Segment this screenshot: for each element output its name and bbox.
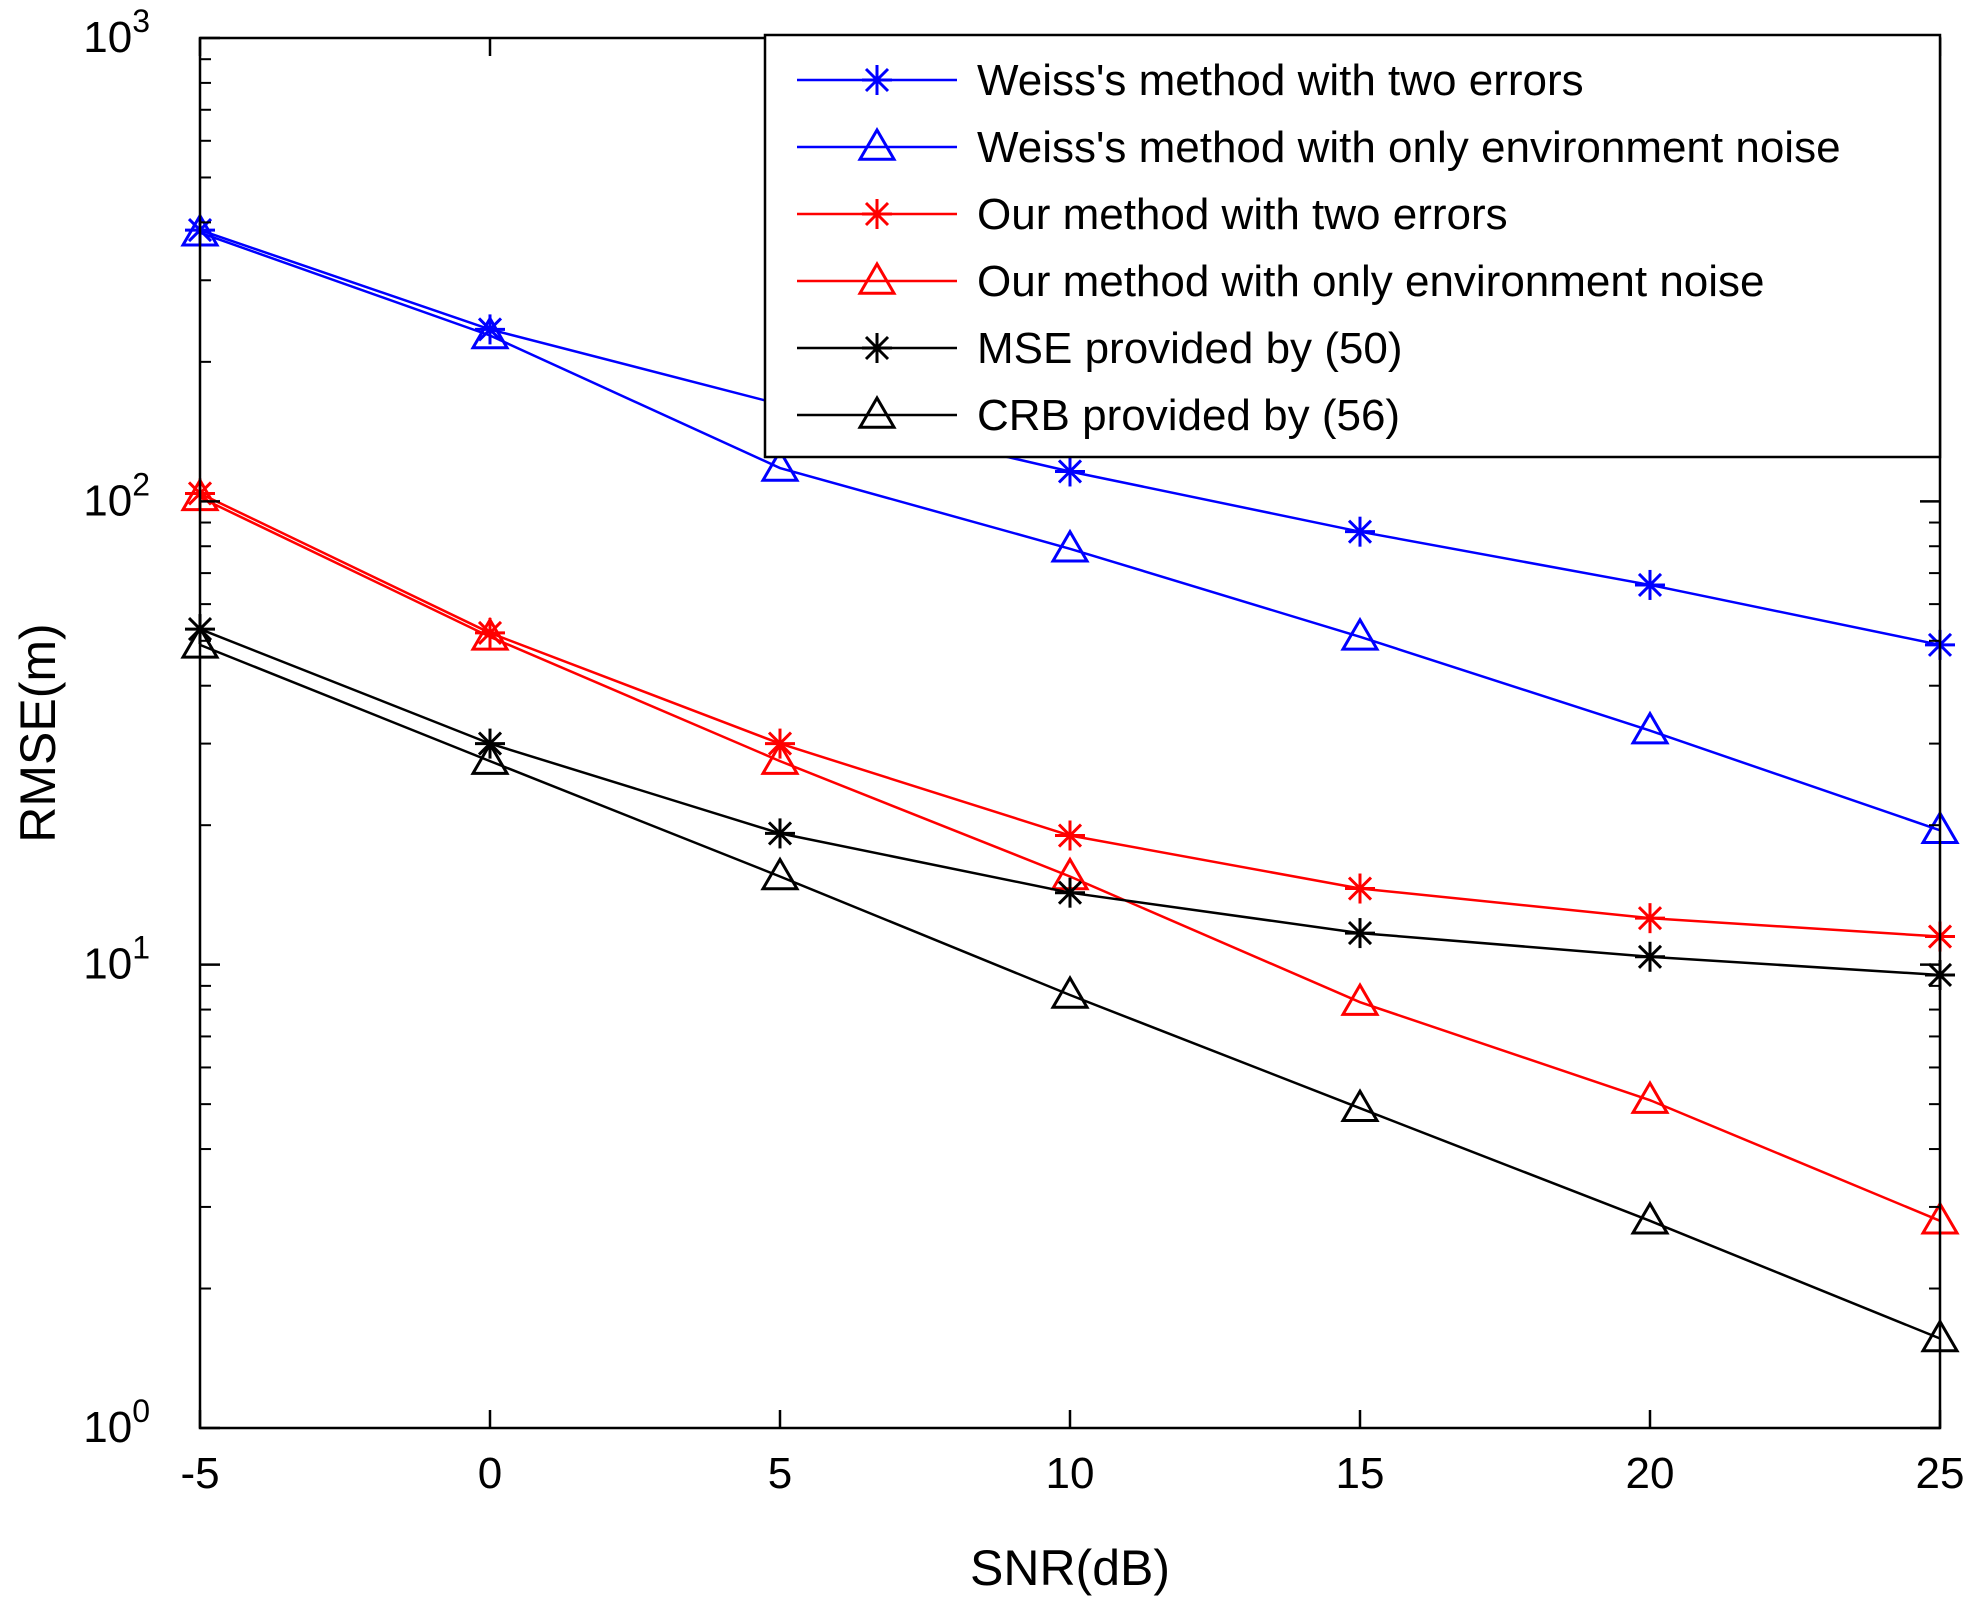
legend-marker — [862, 199, 892, 229]
data-point — [1340, 616, 1380, 651]
data-point — [470, 315, 510, 350]
legend-marker — [857, 127, 897, 161]
legend: Weiss's method with two errors Weiss's me… — [763, 33, 1942, 459]
data-point — [1635, 903, 1665, 934]
legend-item-4: Our method with only environment noise — [797, 257, 1765, 306]
x-axis-title: SNR(dB) — [970, 1540, 1170, 1596]
legend-item-6: CRB provided by (56) — [797, 391, 1400, 440]
data-point — [760, 856, 800, 891]
series-4 — [180, 477, 1960, 1235]
data-point — [1055, 820, 1085, 851]
legend-label: Our method with only environment noise — [977, 257, 1765, 306]
legend-marker — [857, 261, 897, 295]
y-tick-label: 103 — [83, 3, 150, 62]
legend-entries: Weiss's method with two errors Weiss's me… — [797, 56, 1841, 440]
legend-label: Weiss's method with only environment noi… — [977, 123, 1841, 172]
data-point — [470, 741, 510, 775]
y-tick-label: 100 — [83, 1393, 150, 1452]
data-point — [1050, 975, 1090, 1009]
data-point — [1635, 569, 1665, 600]
legend-marker — [862, 65, 892, 95]
legend-marker — [857, 395, 897, 429]
x-tick-label: 0 — [478, 1449, 502, 1498]
legend-label: Weiss's method with two errors — [977, 56, 1584, 105]
y-tick-label: 101 — [83, 930, 150, 989]
series-line — [199, 231, 1941, 832]
data-point — [470, 616, 510, 651]
data-point — [1345, 918, 1375, 949]
data-point — [1635, 941, 1665, 972]
tick-labels-layer: -5 0 5 10 15 20 25 100 101 102 103 — [83, 3, 1964, 1498]
x-tick-label: 25 — [1916, 1449, 1965, 1498]
x-tick-label: -5 — [180, 1449, 219, 1498]
y-axis-title: RMSE(m) — [10, 623, 66, 842]
legend-label: CRB provided by (56) — [977, 391, 1400, 440]
legend-marker — [862, 333, 892, 363]
data-point — [1340, 982, 1380, 1016]
x-tick-label: 5 — [768, 1449, 792, 1498]
data-point — [1345, 516, 1375, 547]
data-point — [760, 741, 800, 775]
data-point — [1055, 877, 1085, 908]
legend-label: Our method with two errors — [977, 190, 1508, 239]
data-point — [1630, 710, 1670, 745]
data-point — [765, 818, 795, 849]
legend-item-3: Our method with two errors — [797, 190, 1508, 239]
x-tick-label: 15 — [1336, 1449, 1385, 1498]
data-point — [760, 448, 800, 482]
legend-label: MSE provided by (50) — [977, 324, 1403, 373]
legend-box — [763, 33, 1942, 459]
data-point — [1630, 1080, 1670, 1114]
data-point — [1630, 1200, 1670, 1235]
x-tick-label: 20 — [1626, 1449, 1675, 1498]
legend-item-1: Weiss's method with two errors — [797, 56, 1584, 105]
y-tick-label: 102 — [83, 466, 150, 525]
data-point — [1340, 1088, 1380, 1122]
legend-item-2: Weiss's method with only environment noi… — [797, 123, 1841, 172]
series-6 — [180, 624, 1960, 1353]
legend-item-5: MSE provided by (50) — [797, 324, 1403, 373]
data-point — [1345, 873, 1375, 904]
data-point — [1050, 528, 1090, 563]
data-point — [1055, 456, 1085, 487]
x-tick-label: 10 — [1046, 1449, 1095, 1498]
series-line — [199, 643, 1941, 1340]
series-line — [199, 496, 1941, 1222]
